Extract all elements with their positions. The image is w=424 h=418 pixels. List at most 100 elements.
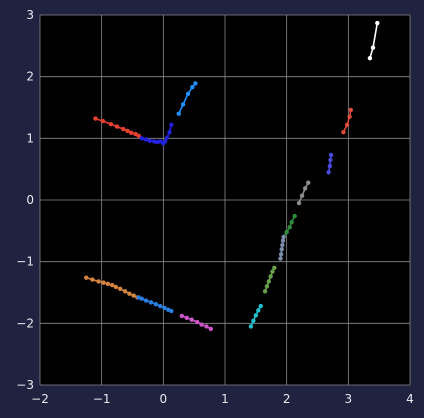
series-0 bbox=[367, 20, 380, 61]
data-point bbox=[147, 138, 152, 143]
x-tick-label: 2 bbox=[283, 392, 291, 406]
data-point bbox=[281, 234, 286, 240]
series-line bbox=[342, 109, 352, 133]
x-axis-ticks: −2 −1 0 1 2 3 4 bbox=[31, 392, 414, 406]
x-tick-label: 0 bbox=[160, 392, 168, 406]
series-2 bbox=[139, 122, 174, 146]
y-tick-label: −2 bbox=[16, 316, 34, 330]
data-point bbox=[326, 170, 331, 175]
data-point bbox=[90, 277, 95, 282]
data-point bbox=[279, 247, 284, 252]
data-point bbox=[341, 129, 346, 135]
y-tick-label: 0 bbox=[26, 193, 34, 207]
series-12 bbox=[136, 295, 174, 314]
data-point bbox=[189, 317, 194, 322]
data-point bbox=[162, 139, 168, 144]
data-point bbox=[158, 303, 163, 309]
x-tick-label: −1 bbox=[93, 392, 111, 406]
data-point bbox=[375, 20, 380, 26]
y-tick-label: −3 bbox=[16, 378, 34, 392]
x-tick-label: 4 bbox=[406, 392, 414, 406]
data-point bbox=[193, 81, 198, 86]
data-point bbox=[109, 282, 115, 288]
data-point bbox=[248, 324, 254, 329]
data-point bbox=[93, 116, 98, 121]
data-point bbox=[176, 111, 181, 116]
data-point bbox=[179, 313, 185, 319]
data-point bbox=[139, 136, 144, 141]
data-point bbox=[121, 126, 126, 132]
series-4 bbox=[341, 107, 353, 135]
data-point bbox=[167, 129, 172, 135]
data-point bbox=[122, 289, 128, 294]
series-13 bbox=[179, 313, 214, 332]
data-point bbox=[113, 284, 119, 290]
data-point bbox=[153, 302, 159, 307]
series-1 bbox=[93, 116, 141, 139]
series-3 bbox=[176, 81, 198, 116]
data-point bbox=[143, 298, 149, 303]
data-point bbox=[164, 135, 170, 140]
grid bbox=[39, 14, 411, 386]
data-point bbox=[125, 128, 130, 134]
data-point bbox=[278, 252, 284, 257]
y-tick-label: −1 bbox=[16, 255, 34, 269]
data-point bbox=[184, 315, 189, 320]
y-tick-label: 3 bbox=[26, 8, 34, 22]
data-point bbox=[105, 281, 111, 287]
data-point bbox=[280, 238, 286, 243]
data-point bbox=[185, 91, 191, 97]
data-point bbox=[180, 102, 186, 107]
data-point bbox=[162, 305, 167, 311]
data-point bbox=[100, 118, 106, 124]
data-point bbox=[348, 107, 353, 113]
data-point bbox=[268, 274, 273, 279]
data-point bbox=[96, 279, 101, 284]
data-point bbox=[347, 114, 352, 119]
data-point bbox=[328, 152, 334, 158]
data-point bbox=[270, 269, 275, 274]
data-point bbox=[328, 157, 333, 163]
x-tick-label: −2 bbox=[31, 392, 49, 406]
data-point bbox=[367, 55, 373, 61]
data-point bbox=[208, 326, 214, 332]
series-6 bbox=[296, 180, 311, 206]
data-point bbox=[287, 224, 292, 230]
data-point bbox=[370, 45, 376, 50]
series-11 bbox=[84, 275, 140, 300]
data-point bbox=[195, 319, 200, 325]
data-point bbox=[278, 256, 283, 261]
y-axis-ticks: −3 −2 −1 0 1 2 3 bbox=[16, 8, 34, 392]
data-point bbox=[143, 137, 149, 142]
data-point bbox=[199, 322, 204, 327]
series-9 bbox=[262, 265, 277, 294]
data-point bbox=[131, 293, 136, 298]
data-point bbox=[101, 280, 106, 285]
data-point bbox=[148, 300, 154, 305]
data-point bbox=[264, 284, 270, 289]
data-point bbox=[169, 122, 174, 127]
series-5 bbox=[326, 152, 334, 175]
data-point bbox=[253, 313, 259, 318]
data-point bbox=[136, 133, 141, 139]
y-tick-label: 1 bbox=[26, 131, 34, 145]
data-point bbox=[169, 308, 174, 314]
data-point bbox=[296, 200, 302, 206]
data-point bbox=[262, 289, 268, 294]
data-point bbox=[256, 308, 261, 313]
data-point bbox=[299, 193, 305, 198]
data-point bbox=[306, 180, 311, 185]
data-point bbox=[117, 286, 123, 291]
series-line bbox=[298, 182, 309, 204]
data-point bbox=[289, 220, 294, 225]
x-tick-label: 3 bbox=[345, 392, 353, 406]
data-point bbox=[258, 303, 263, 309]
data-point bbox=[292, 213, 297, 219]
data-point bbox=[327, 163, 333, 169]
data-point bbox=[344, 122, 350, 127]
series-8 bbox=[278, 234, 286, 261]
data-point bbox=[251, 318, 256, 324]
x-tick-label: 1 bbox=[221, 392, 229, 406]
y-tick-label: 2 bbox=[26, 70, 34, 84]
